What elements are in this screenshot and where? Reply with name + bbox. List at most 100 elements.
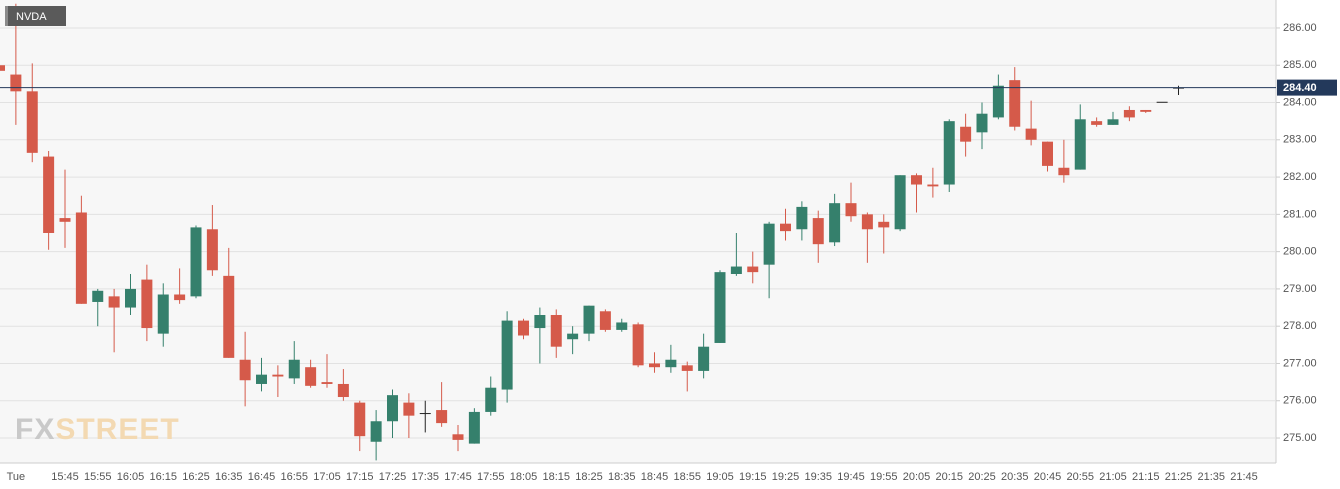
x-tick-label: 18:55 bbox=[673, 471, 701, 483]
y-tick-label: 285.00 bbox=[1283, 59, 1317, 71]
candle-body bbox=[190, 227, 202, 297]
candle-body bbox=[1123, 109, 1135, 118]
candle-body bbox=[75, 212, 87, 304]
x-tick-label: 17:15 bbox=[346, 471, 374, 483]
candle-body bbox=[665, 359, 677, 368]
candle-body bbox=[911, 175, 922, 185]
x-tick-label: 20:15 bbox=[935, 471, 963, 483]
candle-body bbox=[567, 333, 579, 340]
candle-body bbox=[436, 410, 448, 424]
candle-body bbox=[599, 311, 611, 330]
x-tick-label: 17:25 bbox=[379, 471, 407, 483]
candle-body bbox=[485, 387, 497, 412]
symbol-stripe bbox=[5, 6, 8, 26]
candle-body bbox=[403, 402, 415, 416]
y-tick-label: 284.00 bbox=[1283, 96, 1317, 108]
x-tick-label: 16:05 bbox=[117, 471, 145, 483]
x-tick-label: 19:25 bbox=[772, 471, 800, 483]
x-tick-label: 21:15 bbox=[1132, 471, 1160, 483]
candle-body bbox=[419, 413, 431, 415]
x-tick-label: 15:55 bbox=[84, 471, 112, 483]
candle-body bbox=[256, 374, 267, 384]
candle-body bbox=[550, 315, 562, 347]
candle-body bbox=[1156, 101, 1168, 103]
x-tick-label: 19:15 bbox=[739, 471, 767, 483]
x-tick-label: 18:45 bbox=[641, 471, 669, 483]
y-tick-label: 277.00 bbox=[1283, 357, 1317, 369]
candle-body bbox=[288, 359, 300, 379]
x-tick-label: 17:35 bbox=[411, 471, 439, 483]
x-tick-label: 16:45 bbox=[248, 471, 276, 483]
x-tick-label: 19:45 bbox=[837, 471, 865, 483]
candle-body bbox=[10, 74, 22, 92]
candle-body bbox=[337, 383, 349, 398]
x-tick-label: 16:35 bbox=[215, 471, 243, 483]
candle-body bbox=[583, 305, 595, 334]
candle-body bbox=[812, 218, 824, 245]
candle-body bbox=[845, 203, 857, 217]
x-tick-label: 21:05 bbox=[1099, 471, 1127, 483]
candle-body bbox=[1074, 119, 1086, 170]
candle-body bbox=[108, 296, 120, 308]
x-tick-label: 18:05 bbox=[510, 471, 538, 483]
candle-body bbox=[632, 324, 644, 366]
y-tick-label: 279.00 bbox=[1283, 283, 1317, 295]
x-tick-label: 19:05 bbox=[706, 471, 734, 483]
candle-body bbox=[730, 266, 742, 274]
candle-body bbox=[59, 218, 71, 222]
candle-body bbox=[157, 294, 169, 334]
candle-body bbox=[960, 126, 972, 142]
x-tick-label: 21:45 bbox=[1230, 471, 1258, 483]
overlay: 284.40 bbox=[0, 79, 1337, 96]
x-tick-label: Tue bbox=[7, 471, 26, 483]
candle-body bbox=[878, 221, 890, 228]
x-tick-label: 18:25 bbox=[575, 471, 603, 483]
candle-body bbox=[43, 156, 55, 233]
candle-body bbox=[26, 91, 38, 153]
candle-body bbox=[534, 315, 546, 329]
candle-body bbox=[894, 175, 906, 230]
candle-body bbox=[223, 275, 235, 358]
candle-body bbox=[1058, 167, 1070, 176]
candle-body bbox=[698, 346, 710, 371]
candle-body bbox=[174, 294, 186, 301]
x-tick-label: 17:45 bbox=[444, 471, 472, 483]
candle-body bbox=[141, 279, 153, 329]
candles bbox=[0, 3, 1184, 461]
candle-body bbox=[321, 382, 333, 384]
candle-body bbox=[370, 421, 382, 442]
watermark-suffix: STREET bbox=[55, 413, 179, 446]
candle-body bbox=[747, 266, 759, 273]
candle-body bbox=[861, 214, 873, 230]
candle-body bbox=[125, 288, 136, 308]
candle-body bbox=[1091, 121, 1103, 125]
candle-body bbox=[649, 363, 660, 368]
y-tick-label: 276.00 bbox=[1283, 395, 1317, 407]
candle-body bbox=[1140, 109, 1152, 112]
y-tick-label: 283.00 bbox=[1283, 134, 1317, 146]
y-tick-label: 278.00 bbox=[1283, 320, 1317, 332]
x-tick-label: 20:25 bbox=[968, 471, 996, 483]
x-tick-label: 21:35 bbox=[1197, 471, 1225, 483]
candle-body bbox=[501, 320, 513, 390]
candle-body bbox=[272, 374, 284, 377]
candle-body bbox=[1025, 128, 1037, 140]
candle-body bbox=[943, 121, 955, 185]
symbol-label: NVDA bbox=[16, 11, 47, 23]
candle-body bbox=[92, 290, 104, 302]
candle-body bbox=[239, 359, 251, 381]
x-tick-label: 17:05 bbox=[313, 471, 341, 483]
candle-body bbox=[976, 113, 988, 133]
candle-body bbox=[206, 229, 218, 271]
last-price-box bbox=[1277, 79, 1337, 96]
candle-body bbox=[468, 411, 480, 444]
y-tick-label: 275.00 bbox=[1283, 432, 1317, 444]
candle-body bbox=[518, 320, 529, 336]
y-tick-label: 286.00 bbox=[1283, 22, 1317, 34]
x-tick-label: 20:55 bbox=[1066, 471, 1094, 483]
candle-body bbox=[616, 322, 628, 330]
candle-body bbox=[0, 65, 5, 71]
x-tick-label: 16:55 bbox=[280, 471, 308, 483]
x-tick-label: 20:45 bbox=[1034, 471, 1062, 483]
